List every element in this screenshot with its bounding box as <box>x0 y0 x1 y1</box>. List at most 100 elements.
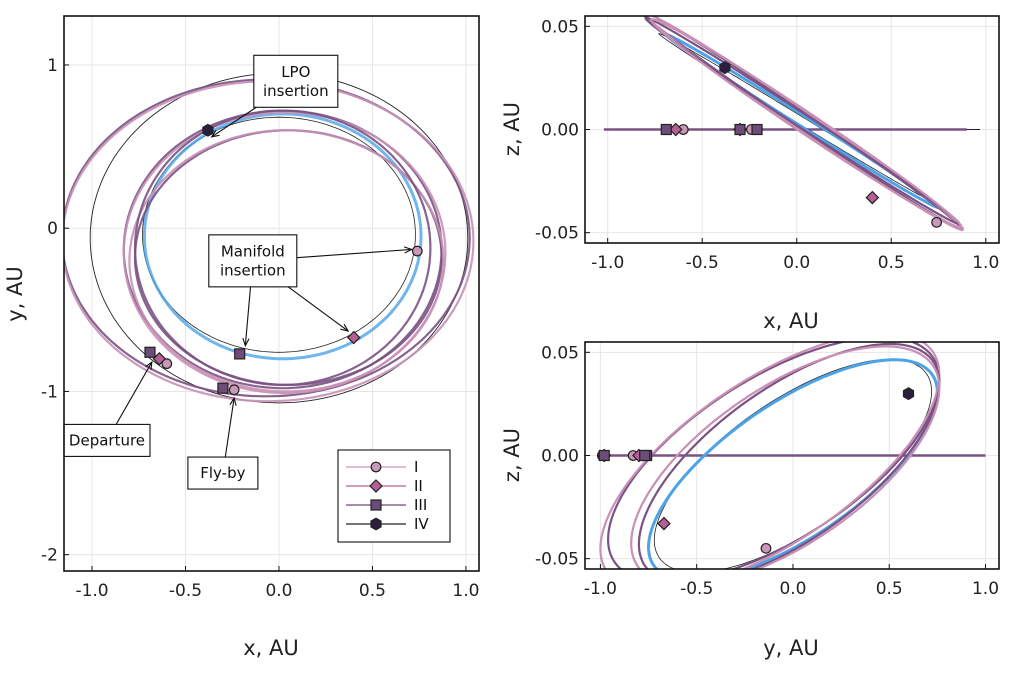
annotation-box <box>187 456 259 490</box>
legend-label: I <box>414 458 418 476</box>
xy-ytick-label: 1 <box>47 56 58 76</box>
legend-label: II <box>414 477 423 495</box>
annotation-arrow <box>244 286 252 346</box>
xy-x-axis-label: x, AU <box>243 636 299 660</box>
legend-label: IV <box>414 515 429 533</box>
inner-orbit-xy <box>142 116 416 353</box>
xy-xtick-label: 1.0 <box>452 581 479 601</box>
marker-iii <box>598 449 610 462</box>
xz-xtick-label: 0.5 <box>878 253 905 273</box>
marker-iii <box>639 449 651 462</box>
xy-plot-area <box>64 72 475 404</box>
transfer-trajectory-xz <box>644 16 961 225</box>
marker-ii <box>657 516 671 531</box>
annotation-box <box>253 54 339 108</box>
annotation-arrow <box>115 361 153 425</box>
transfer-trajectory-yz <box>630 345 941 569</box>
annotation-arrowhead <box>145 360 153 371</box>
annotation-text: Departure <box>69 431 145 449</box>
transfer-trajectory-xz <box>650 18 963 229</box>
yz-xtick-label: -0.5 <box>680 579 713 599</box>
marker-i <box>411 245 423 257</box>
annotation-box <box>208 234 298 288</box>
xz-y-axis-label: z, AU <box>500 102 524 156</box>
annotation-text: Fly-by <box>200 464 245 482</box>
annotation-arrowhead <box>403 246 414 254</box>
yz-xtick-label: -1.0 <box>584 579 617 599</box>
xz-ytick-label: 0.05 <box>541 17 579 37</box>
marker-iv <box>902 387 915 401</box>
transfer-trajectory-yz <box>599 342 941 569</box>
marker-iii <box>234 348 246 360</box>
xz-plot-area <box>603 16 981 231</box>
transfer-trajectory-yz <box>637 342 941 569</box>
xz-ytick-label: 0.00 <box>541 121 579 141</box>
marker-iv <box>719 61 731 75</box>
xy-frame <box>63 15 480 572</box>
marker-ii <box>346 330 361 345</box>
xz-xtick-label: -1.0 <box>591 253 624 273</box>
annotation-text: Manifold <box>221 242 285 260</box>
yz-panel: -1.0 -0.5 0.0 0.5 1.0 -0.05 0.00 0.05 y, AU z, AU <box>500 341 1000 660</box>
legend-label: III <box>414 496 427 514</box>
marker-ii <box>865 190 880 205</box>
xy-ytick-label: -1 <box>41 382 58 402</box>
xz-ytick-label: -0.05 <box>535 224 579 244</box>
annotation-text: LPO <box>281 63 310 81</box>
annotation-arrowhead <box>242 337 250 348</box>
xy-panel: LPOinsertionManifoldinsertionDepartureFl… <box>3 15 480 660</box>
marker-iii <box>217 382 229 394</box>
legend-marker <box>370 517 382 531</box>
yz-ytick-label: 0.05 <box>541 343 579 363</box>
yz-y-axis-label: z, AU <box>500 428 524 482</box>
transfer-trajectory-xy <box>64 80 475 403</box>
annotation-arrow <box>287 286 349 332</box>
marker-i <box>931 216 943 228</box>
marker-iii <box>751 123 763 136</box>
marker-iii <box>144 346 156 358</box>
transfer-trajectory-xy <box>128 129 445 393</box>
earth-orbit-xy <box>89 72 469 404</box>
marker-iii <box>734 123 746 136</box>
xy-ytick-label: -2 <box>41 546 58 566</box>
yz-xtick-label: 0.5 <box>876 579 903 599</box>
legend-box <box>337 449 451 543</box>
xy-xtick-label: -1.0 <box>75 581 108 601</box>
marker-i <box>228 384 240 396</box>
annotation-box <box>63 423 151 457</box>
annotation-arrowhead <box>229 396 237 406</box>
annotation-arrowhead <box>210 129 220 138</box>
marker-i <box>760 542 772 554</box>
yz-xtick-label: 0.0 <box>779 579 806 599</box>
yz-ytick-label: -0.05 <box>535 550 579 570</box>
xy-xtick-label: -0.5 <box>169 581 202 601</box>
xy-xtick-label: 0.0 <box>265 581 292 601</box>
legend-marker <box>370 499 382 511</box>
marker-iv <box>202 123 214 137</box>
annotation-arrowhead <box>340 323 350 332</box>
xy-xtick-label: 0.5 <box>359 581 386 601</box>
yz-xtick-label: 1.0 <box>972 579 999 599</box>
yz-x-axis-label: y, AU <box>763 636 819 660</box>
annotation-arrow <box>224 397 235 458</box>
yz-plot-area <box>599 342 986 569</box>
xy-ytick-label: 0 <box>47 219 58 239</box>
legend-marker <box>370 461 382 473</box>
xy-y-axis-label: y, AU <box>3 266 27 322</box>
annotation-arrow <box>211 106 257 138</box>
xz-xtick-label: 0.0 <box>783 253 810 273</box>
transfer-trajectory-xy <box>133 109 432 387</box>
lpo-orbit-xz <box>664 33 940 209</box>
xz-x-axis-label: x, AU <box>763 309 819 333</box>
marker-iii <box>660 123 672 136</box>
xz-xtick-label: 1.0 <box>972 253 999 273</box>
annotation-arrow <box>296 248 412 259</box>
xz-xtick-label: -0.5 <box>686 253 719 273</box>
annotation-text: insertion <box>220 261 286 279</box>
legend-marker <box>369 479 383 493</box>
annotation-text: insertion <box>263 82 329 100</box>
yz-ytick-label: 0.00 <box>541 447 579 467</box>
marker-i <box>161 358 173 370</box>
